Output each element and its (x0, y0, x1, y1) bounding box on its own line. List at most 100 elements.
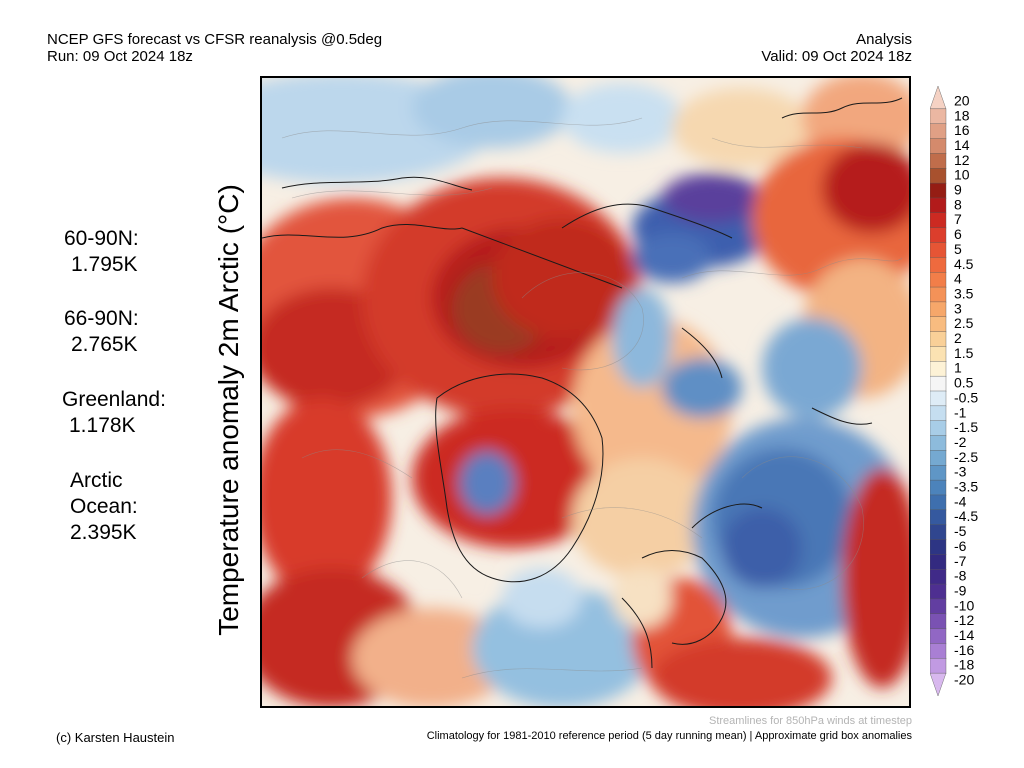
colorbar-tick-label: 1 (954, 360, 962, 376)
stat-label: Greenland: (62, 388, 166, 411)
colorbar-swatch (930, 420, 947, 437)
stat-66-90n: 66-90N: 2.765K (64, 306, 139, 358)
colorbar-swatch (930, 361, 947, 377)
colorbar-tick-label: -5 (954, 523, 967, 539)
model-title: NCEP GFS forecast vs CFSR reanalysis @0.… (47, 31, 383, 48)
colorbar-swatch (930, 301, 947, 318)
header-right: Analysis Valid: 09 Oct 2024 18z (761, 31, 912, 65)
colorbar-swatch (930, 227, 947, 244)
colorbar-tick-label: -8 (954, 568, 967, 584)
map-svg (262, 78, 909, 706)
colorbar-swatch (930, 569, 947, 585)
colorbar-swatch (930, 583, 947, 600)
stat-label: Arctic Ocean: (70, 469, 138, 518)
colorbar-swatch (930, 450, 947, 466)
colorbar-swatch (930, 390, 947, 407)
colorbar-tick-label: -12 (954, 612, 974, 628)
header-left: NCEP GFS forecast vs CFSR reanalysis @0.… (47, 31, 382, 65)
colorbar-tick-label: -14 (954, 627, 974, 643)
colorbar-swatch (930, 197, 947, 214)
colorbar-tick-label: 8 (954, 196, 962, 212)
colorbar-tick-label: -4 (954, 493, 967, 509)
colorbar-swatch (930, 286, 947, 303)
colorbar-swatch (930, 375, 947, 392)
colorbar-tick-label: -6 (954, 538, 967, 554)
colorbar-tick-label: 10 (954, 167, 970, 183)
colorbar-tick-label: 3.5 (954, 285, 974, 301)
stat-value: 1.178K (69, 414, 136, 437)
colorbar-swatch (930, 613, 947, 630)
colorbar-labels: 201816141210987654.543.532.521.510.5-0.5… (954, 92, 978, 687)
colorbar-tick-label: 9 (954, 182, 962, 198)
colorbar-tick-label: 4 (954, 271, 962, 287)
colorbar-tick-label: 2 (954, 330, 962, 346)
colorbar-tick-label: -10 (954, 597, 974, 613)
colorbar-tick-label: 20 (954, 92, 970, 108)
colorbar-swatch (930, 331, 947, 348)
colorbar-swatch (930, 271, 947, 288)
colorbar-swatch (930, 658, 947, 674)
stat-60-90n: 60-90N: 1.795K (64, 226, 139, 278)
anomaly-map (260, 76, 911, 708)
colorbar-swatch (930, 672, 947, 696)
colorbar-swatch (930, 643, 947, 660)
colorbar-tick-label: -3 (954, 464, 967, 480)
stat-value: 1.795K (71, 253, 138, 276)
colorbar-swatch (930, 316, 947, 333)
colorbar-swatches (930, 86, 947, 696)
colorbar-tick-label: -2.5 (954, 449, 978, 465)
analysis-label: Analysis (856, 31, 912, 48)
run-time: Run: 09 Oct 2024 18z (47, 48, 193, 65)
valid-time: Valid: 09 Oct 2024 18z (761, 48, 912, 65)
stat-label: 66-90N: (64, 307, 139, 330)
colorbar-swatch (930, 138, 947, 155)
stat-value: 2.395K (70, 521, 137, 544)
colorbar-tick-label: 3 (954, 300, 962, 316)
wind-streamlines (281, 117, 903, 679)
colorbar-swatch (930, 539, 947, 556)
colorbar-swatch (930, 435, 947, 452)
colorbar-tick-label: -1.5 (954, 419, 978, 435)
colorbar-swatch (930, 182, 947, 199)
colorbar-tick-label: -1 (954, 404, 967, 420)
colorbar-tick-label: -0.5 (954, 389, 978, 405)
colorbar-tick-label: 2.5 (954, 315, 974, 331)
colorbar-swatch (930, 465, 947, 481)
colorbar-tick-label: 1.5 (954, 345, 974, 361)
colorbar-swatch (930, 242, 947, 259)
colorbar-tick-label: 16 (954, 122, 970, 138)
stat-value: 2.765K (71, 333, 138, 356)
stat-greenland: Greenland: 1.178K (62, 387, 166, 439)
anomaly-field (262, 78, 909, 706)
colorbar-swatch (930, 405, 947, 422)
colorbar-swatch (930, 257, 947, 273)
colorbar-tick-label: 14 (954, 137, 970, 153)
colorbar-swatch (930, 123, 947, 140)
colorbar-swatch (930, 494, 947, 511)
colorbar: 201816141210987654.543.532.521.510.5-0.5… (930, 86, 978, 696)
colorbar-swatch (930, 346, 947, 363)
colorbar-tick-label: -7 (954, 553, 967, 569)
colorbar-tick-label: -3.5 (954, 479, 978, 495)
colorbar-swatch (930, 168, 947, 184)
axis-title: Temperature anomaly 2m Arctic (°C) (213, 184, 244, 636)
credit: (c) Karsten Haustein (56, 730, 175, 745)
colorbar-swatch (930, 554, 947, 570)
colorbar-tick-label: -2 (954, 434, 967, 450)
colorbar-swatch (930, 509, 947, 526)
colorbar-tick-label: -9 (954, 582, 967, 598)
colorbar-swatch (930, 479, 947, 496)
colorbar-tick-label: -16 (954, 642, 974, 658)
colorbar-tick-label: 18 (954, 107, 970, 123)
colorbar-tick-label: 0.5 (954, 375, 974, 391)
colorbar-swatch (930, 524, 947, 541)
coastlines (262, 97, 903, 669)
stat-arctic-ocean: Arctic Ocean: 2.395K (70, 468, 160, 546)
colorbar-tick-label: 4.5 (954, 256, 974, 272)
colorbar-tick-label: -20 (954, 672, 974, 688)
climatology-note: Climatology for 1981-2010 reference peri… (426, 730, 912, 742)
colorbar-swatch (930, 212, 947, 229)
stat-label: 60-90N: (64, 227, 139, 250)
colorbar-tick-label: -18 (954, 657, 974, 673)
colorbar-tick-label: 6 (954, 226, 962, 242)
